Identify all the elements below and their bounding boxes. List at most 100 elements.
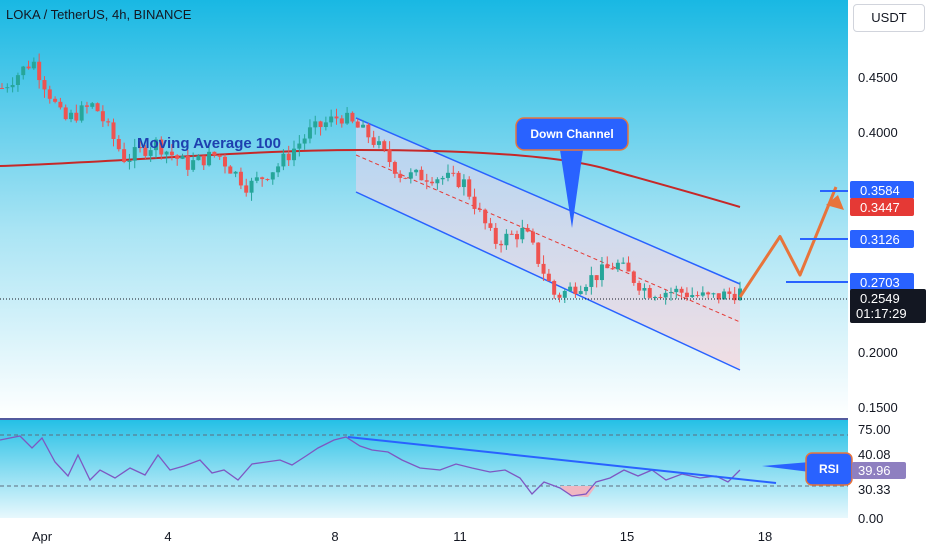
candle[interactable] xyxy=(201,155,206,170)
candle[interactable] xyxy=(461,174,466,196)
candle[interactable] xyxy=(668,287,673,301)
candle[interactable] xyxy=(398,170,403,183)
candle[interactable] xyxy=(143,144,148,160)
candle[interactable] xyxy=(79,101,84,123)
candle[interactable] xyxy=(546,268,551,282)
candle[interactable] xyxy=(212,151,217,158)
candle[interactable] xyxy=(483,208,488,230)
candle[interactable] xyxy=(408,168,413,184)
candle[interactable] xyxy=(488,217,493,231)
candle[interactable] xyxy=(716,293,721,304)
candle[interactable] xyxy=(159,136,164,160)
candle[interactable] xyxy=(589,266,594,295)
candle[interactable] xyxy=(684,287,689,301)
candle[interactable] xyxy=(451,165,456,177)
candle[interactable] xyxy=(281,149,286,171)
candle[interactable] xyxy=(313,115,318,135)
candle[interactable] xyxy=(626,256,631,272)
candle[interactable] xyxy=(238,167,243,190)
rsi-trendline[interactable] xyxy=(347,436,777,484)
candle[interactable] xyxy=(169,143,174,161)
candle[interactable] xyxy=(350,111,355,124)
currency-button[interactable]: USDT xyxy=(853,4,925,32)
candle[interactable] xyxy=(562,289,567,303)
candle[interactable] xyxy=(605,256,610,269)
candle[interactable] xyxy=(472,188,477,215)
candle[interactable] xyxy=(276,163,281,178)
candle[interactable] xyxy=(610,262,615,270)
candle[interactable] xyxy=(435,177,440,190)
candle[interactable] xyxy=(207,144,212,167)
candle[interactable] xyxy=(467,176,472,200)
candle[interactable] xyxy=(116,135,121,152)
candle[interactable] xyxy=(387,141,392,168)
candle[interactable] xyxy=(530,228,535,245)
candle[interactable] xyxy=(47,85,52,104)
candle[interactable] xyxy=(621,257,626,265)
candle[interactable] xyxy=(711,292,716,298)
candle[interactable] xyxy=(249,177,254,201)
candle[interactable] xyxy=(690,287,695,299)
candle[interactable] xyxy=(297,135,302,157)
candle[interactable] xyxy=(53,96,58,104)
candle[interactable] xyxy=(371,130,376,148)
candle[interactable] xyxy=(37,53,42,89)
candle[interactable] xyxy=(573,282,578,299)
candle[interactable] xyxy=(5,83,10,93)
candle[interactable] xyxy=(499,240,504,253)
candle[interactable] xyxy=(84,101,89,114)
candle[interactable] xyxy=(329,109,334,127)
candle[interactable] xyxy=(196,154,201,161)
candle[interactable] xyxy=(403,177,408,180)
candle[interactable] xyxy=(95,102,100,112)
candle[interactable] xyxy=(414,168,419,176)
time-axis[interactable]: Apr 4 8 11 15 18 xyxy=(32,529,772,544)
candle[interactable] xyxy=(292,140,297,167)
candle[interactable] xyxy=(695,291,700,298)
candle[interactable] xyxy=(307,119,312,144)
down-channel-upper-line[interactable] xyxy=(355,117,741,285)
candle[interactable] xyxy=(376,135,381,149)
candle[interactable] xyxy=(599,256,604,287)
candle[interactable] xyxy=(700,286,705,298)
candle[interactable] xyxy=(260,176,265,187)
candle[interactable] xyxy=(647,284,652,299)
candle[interactable] xyxy=(318,120,323,136)
candle[interactable] xyxy=(69,109,74,123)
candle[interactable] xyxy=(153,137,158,159)
candle[interactable] xyxy=(515,230,520,248)
candle[interactable] xyxy=(217,154,222,160)
candle[interactable] xyxy=(504,229,509,250)
candle[interactable] xyxy=(286,145,291,166)
candle[interactable] xyxy=(706,291,711,299)
candle[interactable] xyxy=(445,164,450,182)
candle[interactable] xyxy=(122,142,127,164)
candle[interactable] xyxy=(615,259,620,272)
candle[interactable] xyxy=(578,285,583,295)
candle[interactable] xyxy=(392,160,397,179)
candle[interactable] xyxy=(525,224,530,233)
candle[interactable] xyxy=(111,118,116,147)
candle[interactable] xyxy=(106,118,111,127)
candle[interactable] xyxy=(440,175,445,185)
candle[interactable] xyxy=(42,76,47,98)
candle[interactable] xyxy=(138,141,143,153)
candle[interactable] xyxy=(658,294,663,299)
candle[interactable] xyxy=(456,170,461,189)
candle[interactable] xyxy=(244,178,249,197)
candle[interactable] xyxy=(653,295,658,301)
candle[interactable] xyxy=(15,72,20,92)
candle[interactable] xyxy=(477,202,482,213)
candle[interactable] xyxy=(594,275,599,288)
moving-average-100-line[interactable] xyxy=(0,148,741,208)
candle[interactable] xyxy=(26,60,31,70)
candle[interactable] xyxy=(355,118,360,128)
candle[interactable] xyxy=(148,146,153,162)
rsi-line[interactable] xyxy=(0,435,741,497)
candle[interactable] xyxy=(430,177,435,186)
candle[interactable] xyxy=(58,97,63,110)
down-channel-lower-line[interactable] xyxy=(355,191,741,371)
candle[interactable] xyxy=(509,230,514,235)
candle[interactable] xyxy=(631,270,636,286)
candle[interactable] xyxy=(679,286,684,300)
